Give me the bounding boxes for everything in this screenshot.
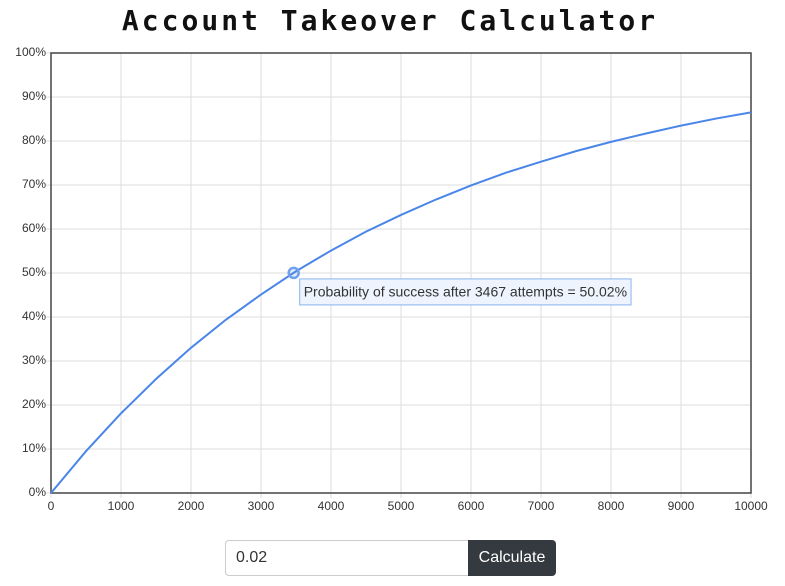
x-tick-label: 2000 xyxy=(178,499,205,513)
x-tick-label: 1000 xyxy=(108,499,135,513)
y-tick-label: 90% xyxy=(22,89,46,103)
y-tick-label: 0% xyxy=(29,485,47,499)
y-tick-label: 40% xyxy=(22,309,46,323)
y-tick-label: 70% xyxy=(22,177,46,191)
y-tick-label: 100% xyxy=(15,45,46,59)
chart: Account Takeover Calculator 0% 10% 20% 30% 4… xyxy=(15,4,768,513)
line xyxy=(50,111,752,494)
y-tick-label: 80% xyxy=(22,133,46,147)
y-tick-label: 30% xyxy=(22,353,46,367)
y-tick-label: 10% xyxy=(22,441,46,455)
probability-input[interactable] xyxy=(225,540,468,576)
plot-frame xyxy=(50,52,752,494)
x-tick-label: 9000 xyxy=(668,499,695,513)
tooltip-box xyxy=(299,278,632,306)
tooltip-text: Probability of success after 3467 attemp… xyxy=(304,284,627,300)
y-tick-label: 50% xyxy=(22,265,46,279)
calculate-button[interactable]: Calculate xyxy=(468,540,556,576)
chart-title: Account Takeover Calculator xyxy=(122,4,658,37)
x-tick-label: 5000 xyxy=(388,499,415,513)
x-tick-label: 10000 xyxy=(734,499,768,513)
y-tick-label: 20% xyxy=(22,397,46,411)
x-tick-label: 7000 xyxy=(528,499,555,513)
y-tick-label: 60% xyxy=(22,221,46,235)
x-tick-label: 0 xyxy=(48,499,55,513)
highlight-point xyxy=(287,266,300,280)
x-tick-label: 6000 xyxy=(458,499,485,513)
x-tick-label: 8000 xyxy=(598,499,625,513)
x-tick-label: 4000 xyxy=(318,499,345,513)
x-tick-label: 3000 xyxy=(248,499,275,513)
